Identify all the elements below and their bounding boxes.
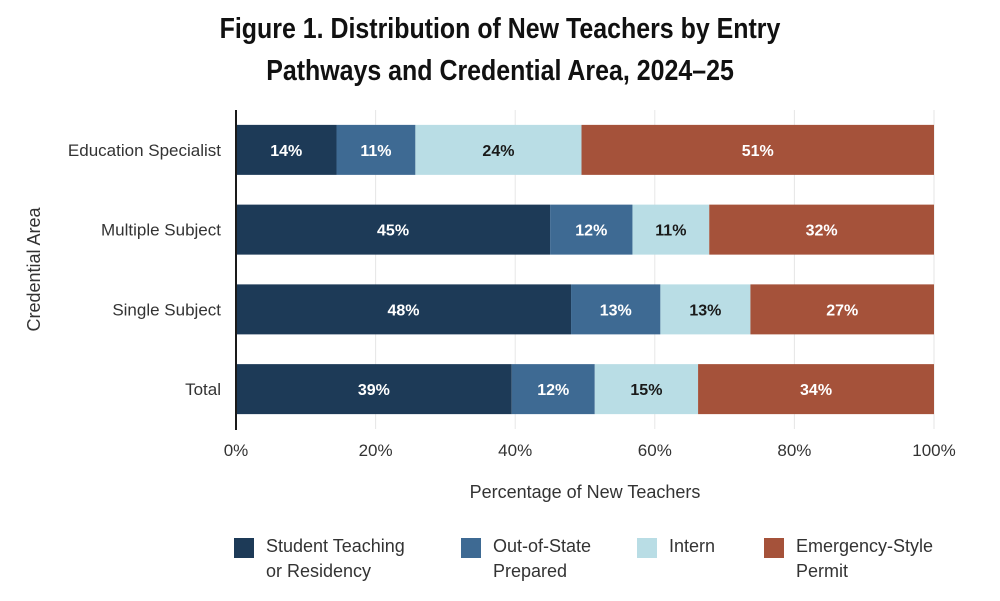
legend-item: Emergency-Style Permit <box>764 534 933 584</box>
bar-segment <box>632 204 710 255</box>
x-tick-label: 80% <box>777 441 811 460</box>
legend-swatch <box>234 538 254 558</box>
category-label: Single Subject <box>112 300 221 319</box>
bar-segment <box>236 124 337 175</box>
data-label: 11% <box>360 143 391 160</box>
bar-segment <box>550 204 633 255</box>
data-label: 14% <box>270 143 302 160</box>
bar-segment <box>750 284 934 335</box>
bar-segment <box>336 124 416 175</box>
bar-segment <box>709 204 934 255</box>
legend-label: Emergency-Style Permit <box>796 536 934 581</box>
data-label: 13% <box>689 302 721 319</box>
legend-item: Out-of-State Prepared <box>461 534 591 584</box>
bar-segment <box>571 284 661 335</box>
chart-title-line-1: Figure 1. Distribution of New Teachers b… <box>219 13 781 45</box>
chart-legend: Student Teaching or Residency Out-of-State… <box>234 534 954 590</box>
data-label: 51% <box>742 143 774 160</box>
legend-swatch <box>764 538 784 558</box>
bar-segment <box>511 364 595 415</box>
data-label: 13% <box>600 302 632 319</box>
legend-label: Out-of-State Prepared <box>493 536 592 581</box>
bar-segment <box>415 124 582 175</box>
x-axis-title: Percentage of New Teachers <box>470 482 701 502</box>
legend-label: Student Teaching or Residency <box>266 536 405 581</box>
bar-segment <box>698 364 934 415</box>
x-tick-label: 0% <box>224 441 249 460</box>
x-tick-label: 100% <box>912 441 955 460</box>
data-label: 12% <box>575 223 607 240</box>
legend-swatch <box>637 538 657 558</box>
x-tick-label: 60% <box>638 441 672 460</box>
category-label: Education Specialist <box>68 141 221 160</box>
legend-item: Intern <box>637 534 715 559</box>
category-label: Multiple Subject <box>101 221 221 240</box>
bar-segment <box>594 364 699 415</box>
legend-swatch <box>461 538 481 558</box>
bar-segment <box>660 284 751 335</box>
bar-segment <box>236 204 551 255</box>
data-label: 27% <box>826 302 858 319</box>
legend-label: Intern <box>669 536 716 556</box>
chart-title-line-2: Pathways and Credential Area, 2024–25 <box>266 55 734 87</box>
chart-title: Figure 1. Distribution of New Teachers b… <box>70 8 930 92</box>
x-tick-label: 20% <box>359 441 393 460</box>
data-label: 34% <box>800 382 832 399</box>
data-label: 48% <box>388 302 420 319</box>
y-axis-title: Credential Area <box>24 206 44 331</box>
category-label: Total <box>185 380 221 399</box>
data-label: 12% <box>537 382 569 399</box>
bar-segment <box>581 124 934 175</box>
data-label: 15% <box>630 382 662 399</box>
x-tick-label: 40% <box>498 441 532 460</box>
data-label: 24% <box>482 143 514 160</box>
data-label: 39% <box>358 382 390 399</box>
data-label: 32% <box>806 223 838 240</box>
data-label: 11% <box>655 223 686 240</box>
bar-segment <box>236 364 512 415</box>
data-label: 45% <box>377 223 409 240</box>
legend-item: Student Teaching or Residency <box>234 534 405 584</box>
bar-segment <box>236 284 572 335</box>
